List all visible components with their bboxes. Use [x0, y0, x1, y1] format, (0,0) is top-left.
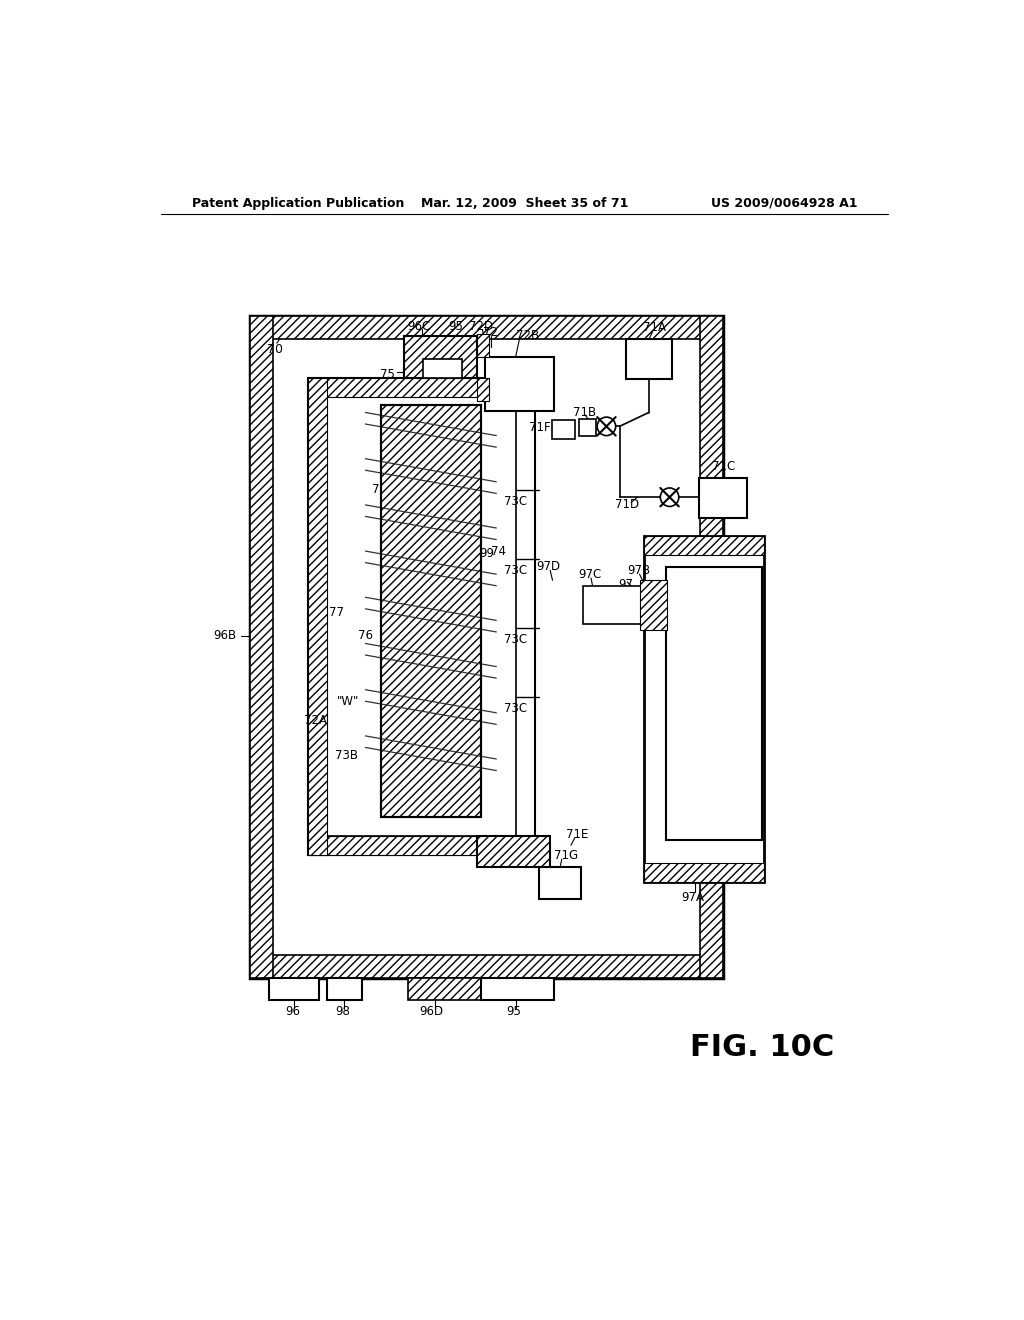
Text: 96C: 96C: [408, 319, 431, 333]
Bar: [408, 978, 481, 1001]
Bar: [250, 956, 724, 978]
Bar: [481, 978, 554, 1001]
Bar: [403, 335, 477, 378]
Bar: [381, 405, 481, 817]
Text: 77: 77: [329, 606, 344, 619]
Text: 98: 98: [335, 1005, 350, 1018]
Bar: [477, 334, 488, 358]
Bar: [327, 397, 515, 836]
Text: 73: 73: [390, 474, 406, 487]
Bar: [423, 359, 462, 378]
Text: 73C: 73C: [504, 702, 527, 715]
Text: 71E: 71E: [566, 828, 589, 841]
Text: 95: 95: [449, 319, 463, 333]
Text: 71B: 71B: [573, 407, 596, 418]
Text: 71F: 71F: [528, 421, 550, 434]
Text: 72B: 72B: [515, 329, 539, 342]
Text: 99: 99: [479, 546, 494, 560]
Text: 72D: 72D: [469, 319, 493, 333]
Bar: [307, 378, 327, 855]
Bar: [250, 317, 273, 978]
Text: 73C: 73C: [372, 483, 394, 496]
Bar: [477, 378, 488, 401]
Text: 72: 72: [483, 326, 499, 339]
Text: 97: 97: [618, 578, 633, 591]
Text: 96B: 96B: [213, 630, 237, 643]
Text: Patent Application Publication: Patent Application Publication: [193, 197, 404, 210]
Text: 75: 75: [380, 367, 394, 380]
Text: 74: 74: [492, 545, 506, 557]
Text: 72A: 72A: [304, 714, 327, 727]
Text: US 2009/0064928 A1: US 2009/0064928 A1: [711, 197, 857, 210]
Bar: [484, 358, 554, 411]
Bar: [477, 836, 550, 867]
Bar: [250, 317, 724, 339]
Bar: [381, 405, 481, 817]
Text: 95: 95: [507, 1005, 521, 1018]
Bar: [307, 378, 535, 397]
Bar: [580, 418, 596, 436]
Text: 97C: 97C: [579, 568, 602, 581]
Text: 71G: 71G: [554, 849, 578, 862]
Text: 73C: 73C: [504, 495, 527, 508]
Bar: [250, 317, 724, 978]
Bar: [698, 478, 746, 517]
Text: 72C: 72C: [398, 463, 422, 477]
Bar: [269, 978, 319, 1001]
Text: 97D: 97D: [537, 560, 561, 573]
Bar: [403, 335, 477, 378]
Text: 70: 70: [266, 343, 283, 356]
Text: 71D: 71D: [615, 499, 639, 511]
Bar: [644, 536, 764, 554]
Text: 96: 96: [285, 1005, 300, 1018]
Text: Mar. 12, 2009  Sheet 35 of 71: Mar. 12, 2009 Sheet 35 of 71: [421, 197, 629, 210]
Text: 73C: 73C: [504, 564, 527, 577]
Text: 76: 76: [358, 630, 373, 643]
Bar: [539, 867, 581, 899]
Bar: [307, 836, 535, 855]
Bar: [626, 339, 672, 379]
Text: "W": "W": [337, 694, 359, 708]
Bar: [584, 586, 645, 624]
Bar: [640, 581, 668, 631]
Bar: [552, 420, 574, 440]
Text: 97A: 97A: [681, 891, 705, 904]
Bar: [307, 378, 535, 855]
Text: 73B: 73B: [335, 748, 357, 762]
Bar: [477, 836, 550, 867]
Bar: [666, 566, 762, 840]
Bar: [644, 863, 764, 882]
Bar: [644, 536, 764, 882]
Text: 97B: 97B: [627, 564, 650, 577]
Text: 72C: 72C: [388, 803, 412, 816]
Bar: [327, 978, 361, 1001]
Text: 96D: 96D: [419, 1005, 443, 1018]
Text: 71A: 71A: [643, 321, 666, 334]
Text: FIG. 10C: FIG. 10C: [690, 1034, 835, 1063]
Bar: [700, 317, 724, 978]
Text: 73C: 73C: [504, 634, 527, 647]
Text: 71C: 71C: [712, 459, 735, 473]
